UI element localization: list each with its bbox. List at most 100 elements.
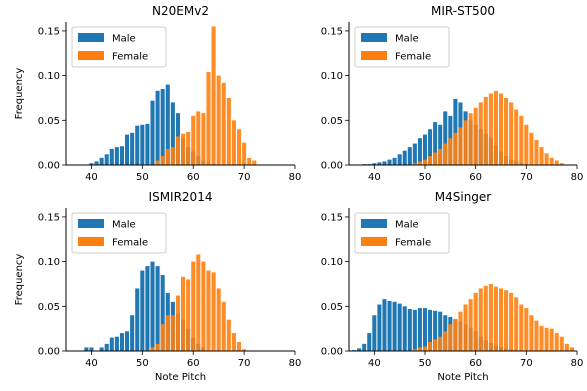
female-bar [155, 343, 160, 351]
male-bar [155, 90, 160, 165]
female-bar [438, 148, 443, 165]
x-tick-label: 40 [85, 172, 98, 183]
male-bar [94, 161, 99, 165]
legend: Male Female [71, 26, 167, 68]
female-bar [504, 97, 509, 165]
x-tick-label: 60 [469, 172, 482, 183]
x-tick-label: 80 [289, 358, 302, 369]
female-bar [412, 163, 417, 165]
female-bar [201, 113, 206, 165]
legend-label-female: Female [112, 238, 148, 249]
male-bar [160, 89, 165, 165]
female-bar [448, 324, 453, 351]
female-bar [422, 346, 428, 351]
subplot-1: 40 50 60 70 80 0.00 0.05 0.10 0.15 N20EMv2 Frequen… [14, 4, 301, 183]
female-bar [211, 26, 216, 165]
female-bar [191, 115, 196, 165]
male-bar [140, 124, 145, 165]
female-bar [488, 93, 493, 165]
subplot-title: MIR-ST500 [431, 4, 495, 18]
female-bar [206, 72, 211, 165]
y-tick-label: 0.15 [38, 212, 60, 223]
y-tick-label: 0.05 [38, 302, 60, 313]
x-tick-label: 80 [571, 172, 584, 183]
female-bar [458, 311, 463, 351]
subplot-title: N20EMv2 [152, 4, 209, 18]
x-tick-label: 60 [469, 358, 482, 369]
female-bar [549, 328, 554, 351]
female-bar [453, 132, 458, 165]
male-bar [392, 157, 397, 165]
male-bar [114, 147, 119, 166]
male-bar [433, 122, 438, 165]
female-bar [559, 163, 564, 165]
female-bar [196, 254, 201, 351]
female-bar [216, 75, 221, 166]
male-bar [422, 308, 428, 351]
female-bar [529, 132, 534, 165]
male-bar [89, 163, 94, 165]
female-bar [247, 157, 252, 165]
male-bar [140, 270, 145, 351]
female-bar [165, 148, 170, 165]
male-bar [145, 266, 150, 351]
male-bar [99, 157, 104, 165]
male-bar [170, 102, 175, 165]
legend-swatch-female [78, 237, 104, 246]
y-tick-label: 0.05 [321, 116, 343, 127]
female-bar [175, 295, 180, 351]
female-bar [534, 139, 539, 165]
female-bar [458, 127, 463, 165]
male-bar [367, 333, 372, 352]
legend: Male Female [354, 212, 450, 254]
female-bar [433, 339, 438, 351]
y-tick-label: 0.15 [321, 212, 343, 223]
male-bar [135, 125, 140, 165]
male-bar [382, 299, 387, 351]
legend-label-female: Female [395, 238, 431, 249]
female-bar [221, 301, 226, 351]
female-bar [186, 279, 191, 351]
female-bar [448, 138, 453, 165]
y-tick-label: 0.00 [38, 347, 60, 358]
female-bar [498, 288, 504, 351]
male-bar [377, 304, 382, 351]
male-bar [125, 134, 130, 165]
female-bar [483, 97, 488, 165]
female-bar [468, 299, 473, 351]
male-bar [387, 159, 392, 165]
male-bar [412, 143, 417, 165]
x-tick-label: 50 [136, 172, 149, 183]
male-bar [443, 111, 448, 166]
male-bar [407, 147, 412, 166]
y-tick-label: 0.15 [321, 26, 343, 37]
male-bar [387, 300, 392, 351]
male-bar [104, 154, 109, 165]
female-bar [483, 285, 488, 351]
female-bar [463, 304, 468, 351]
female-bar [493, 286, 498, 351]
female-bar [549, 157, 554, 165]
male-bar [160, 275, 165, 351]
y-tick-label: 0.05 [321, 302, 343, 313]
x-tick-label: 50 [136, 358, 149, 369]
female-bar [216, 288, 221, 351]
subplot-2: 40 50 60 70 80 0.00 0.05 0.10 0.15 MIR-ST500 Male F… [321, 4, 584, 183]
x-tick-label: 70 [238, 358, 251, 369]
female-bar [186, 131, 191, 165]
female-bar [242, 349, 247, 351]
male-bar [372, 315, 377, 351]
x-axis-title: Note Pitch [155, 372, 206, 383]
female-bar [175, 136, 180, 165]
female-bar [160, 324, 165, 351]
x-tick-label: 70 [238, 172, 251, 183]
x-tick-label: 70 [520, 172, 533, 183]
male-bar [155, 266, 160, 351]
male-bar [412, 309, 417, 351]
legend-swatch-female [78, 51, 104, 60]
legend-swatch-male [78, 33, 104, 42]
female-bar [201, 261, 206, 352]
female-bar [514, 109, 519, 165]
male-bar [453, 98, 458, 165]
